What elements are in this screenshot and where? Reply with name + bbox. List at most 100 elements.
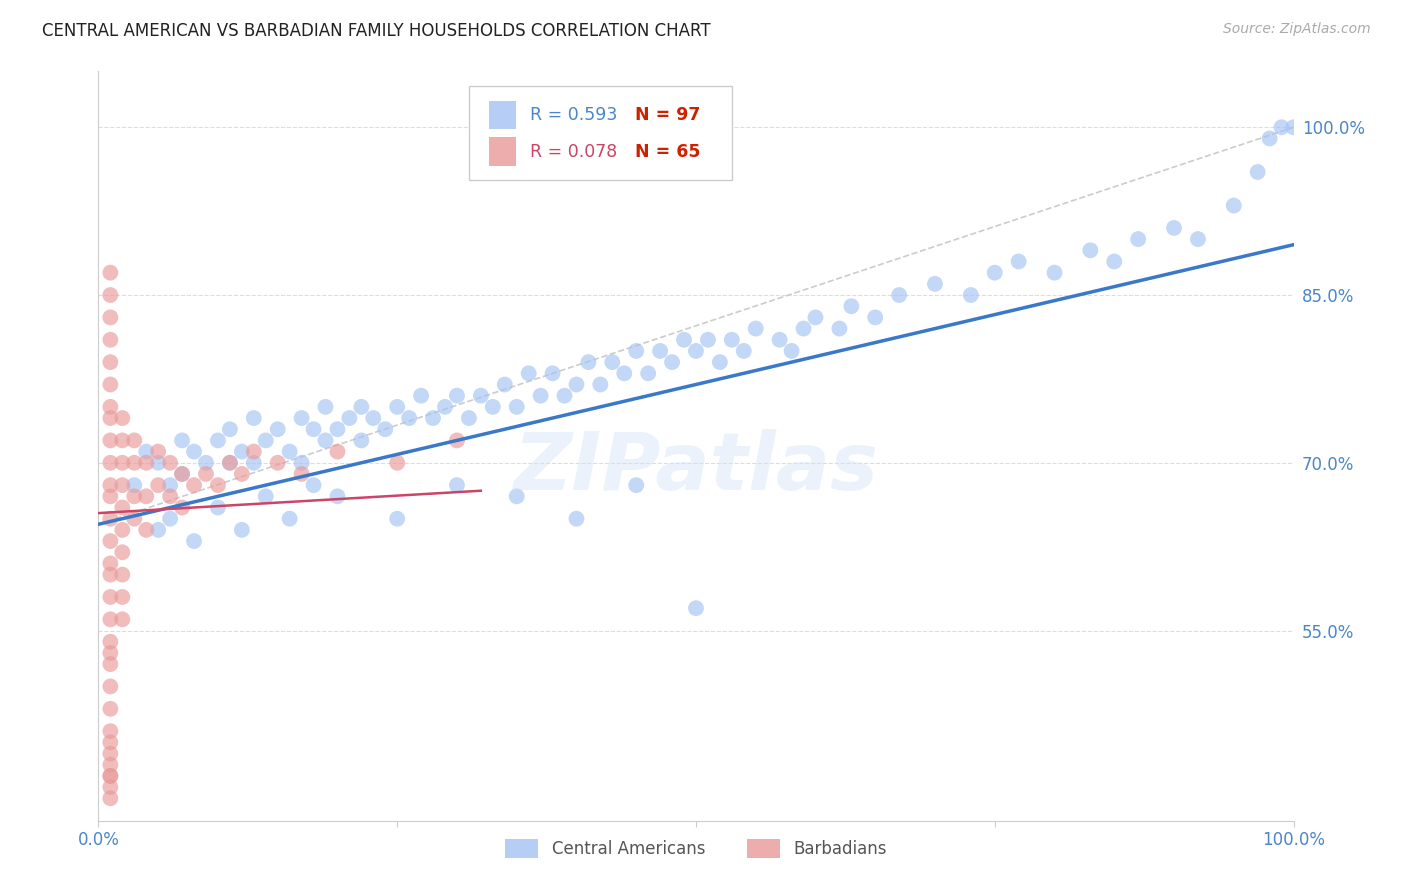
Point (267, 422, 290, 436)
Point (98, 310, 122, 325)
Point (98, 724, 122, 739)
Point (98, 478, 122, 492)
FancyBboxPatch shape (470, 87, 733, 180)
Text: R = 0.078: R = 0.078 (530, 143, 617, 161)
Point (111, 500, 134, 515)
Point (111, 590, 134, 604)
Point (697, 333, 720, 347)
Point (733, 343, 755, 358)
Point (172, 500, 194, 515)
Point (111, 612, 134, 626)
Point (98, 266, 122, 280)
Point (530, 389, 553, 403)
Point (195, 456, 218, 470)
Bar (489, 101, 516, 129)
Point (98, 769, 122, 783)
Point (446, 478, 468, 492)
Point (183, 478, 205, 492)
Point (98, 757, 122, 772)
Point (124, 489, 146, 503)
Point (1187, 232, 1209, 246)
Point (385, 511, 409, 525)
Point (207, 478, 229, 492)
Point (1008, 254, 1031, 268)
Point (148, 523, 170, 537)
Point (1163, 221, 1185, 235)
Point (231, 444, 253, 458)
Point (291, 467, 314, 481)
Point (363, 411, 385, 425)
Point (984, 266, 1007, 280)
Point (385, 456, 409, 470)
Point (98, 612, 122, 626)
Point (326, 422, 349, 436)
Point (673, 333, 696, 347)
Point (98, 634, 122, 648)
Point (219, 456, 242, 470)
Point (124, 434, 146, 448)
Point (302, 422, 325, 436)
Point (183, 444, 205, 458)
Point (98, 646, 122, 660)
Point (470, 389, 492, 403)
Point (148, 478, 170, 492)
Point (243, 456, 266, 470)
Point (326, 489, 349, 503)
Point (267, 456, 290, 470)
Point (565, 511, 588, 525)
Point (219, 422, 242, 436)
Point (1258, 131, 1281, 145)
Point (291, 456, 314, 470)
Point (1223, 198, 1246, 212)
Point (1043, 266, 1066, 280)
Point (865, 310, 887, 325)
Point (98, 333, 122, 347)
Point (648, 343, 672, 358)
Point (98, 511, 122, 525)
Point (159, 478, 181, 492)
Point (1128, 232, 1150, 246)
Point (494, 377, 516, 392)
Point (385, 400, 409, 414)
Point (135, 444, 157, 458)
Text: N = 65: N = 65 (636, 143, 700, 161)
Point (254, 434, 277, 448)
Point (339, 411, 361, 425)
Point (1104, 254, 1126, 268)
Point (506, 400, 529, 414)
Point (111, 478, 134, 492)
Point (135, 523, 157, 537)
Point (721, 333, 744, 347)
Point (98, 377, 122, 392)
Point (278, 444, 301, 458)
Bar (489, 137, 516, 166)
Point (243, 444, 266, 458)
Point (98, 288, 122, 302)
Point (291, 411, 314, 425)
Point (804, 310, 827, 325)
Point (207, 500, 229, 515)
Point (98, 489, 122, 503)
Point (111, 545, 134, 559)
Point (135, 456, 157, 470)
Point (434, 400, 457, 414)
Point (793, 321, 815, 335)
Point (541, 367, 564, 381)
Point (98, 747, 122, 761)
Point (148, 444, 170, 458)
Text: ZIPatlas: ZIPatlas (513, 429, 879, 508)
Point (685, 601, 707, 615)
Point (709, 355, 731, 369)
Point (458, 411, 481, 425)
Point (124, 456, 146, 470)
Point (1247, 165, 1270, 179)
Point (98, 769, 122, 783)
Point (398, 411, 420, 425)
Point (159, 456, 181, 470)
Point (637, 367, 659, 381)
Text: N = 97: N = 97 (636, 106, 700, 124)
Point (326, 444, 349, 458)
Point (565, 377, 588, 392)
Point (374, 422, 396, 436)
Point (589, 377, 612, 392)
